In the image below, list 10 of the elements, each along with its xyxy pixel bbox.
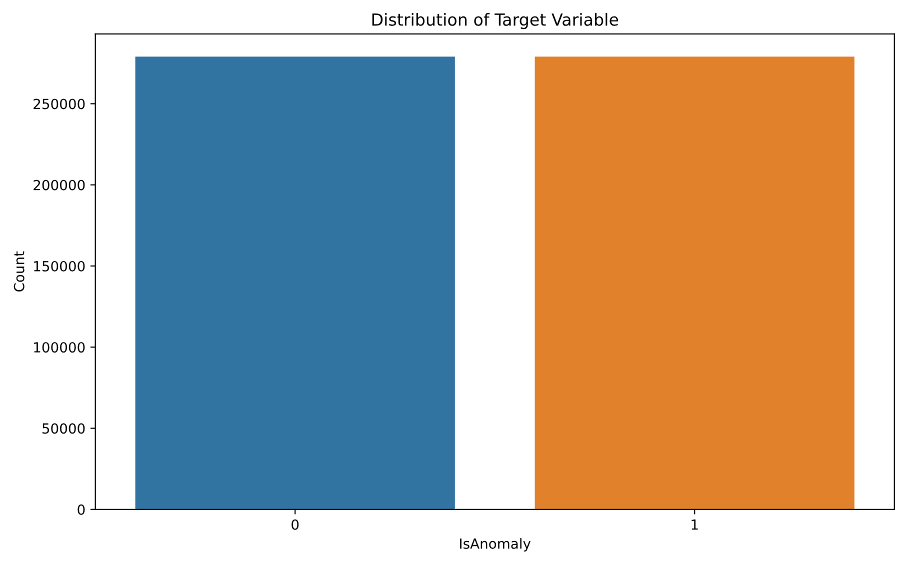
chart-title: Distribution of Target Variable [372, 12, 618, 30]
x-tick-label: 1 [692, 520, 698, 530]
y-tick-label: 50000 [42, 423, 85, 434]
y-tick-label: 200000 [34, 180, 85, 190]
y-tick-label: 150000 [34, 260, 85, 272]
y-tick-label: 100000 [34, 342, 85, 353]
y-tick-label: 250000 [34, 98, 85, 110]
x-axis-title: IsAnomaly [460, 538, 531, 552]
y-axis-title: Count [14, 251, 24, 292]
y-tick-label: 0 [78, 504, 85, 515]
